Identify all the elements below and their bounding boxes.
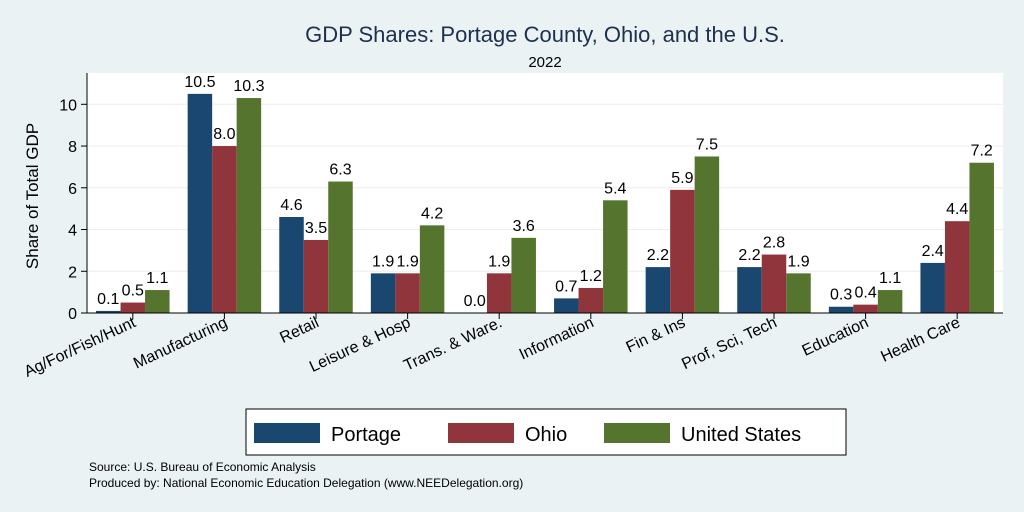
bar-portage: [645, 267, 671, 313]
bar-united-states: [145, 290, 170, 313]
bar-united-states: [419, 225, 445, 313]
data-label-portage: 2.2: [738, 247, 760, 264]
bar-portage: [828, 306, 854, 313]
legend: Portage Ohio United States: [245, 408, 847, 456]
data-label-portage: 2.2: [647, 247, 669, 264]
data-label-ohio: 1.9: [396, 253, 418, 270]
bar-ohio: [395, 273, 420, 313]
data-label-united-states: 3.6: [513, 218, 535, 235]
category-label: Retail: [277, 314, 321, 347]
bar-portage: [96, 310, 121, 313]
data-labels-group: 0.1 0.51.110.58.010.34.63.56.31.9 1.94.20.…: [97, 74, 993, 310]
category-label: Trans. & Ware.: [401, 314, 505, 374]
bar-ohio: [120, 302, 146, 313]
data-label-united-states: 1.1: [146, 270, 168, 287]
data-label-united-states: 4.2: [421, 205, 443, 222]
data-label-united-states: 7.5: [696, 136, 718, 153]
bar-portage: [554, 298, 579, 313]
y-tick-label: 6: [68, 181, 77, 198]
category-label: Education: [800, 314, 872, 359]
bar-ohio: [578, 287, 604, 313]
data-label-united-states: 1.9: [787, 253, 809, 270]
bar-ohio: [486, 273, 512, 313]
data-label-united-states: 6.3: [329, 162, 351, 179]
y-tick-label: 4: [68, 223, 77, 240]
legend-box: [245, 408, 847, 456]
bars-group: [96, 93, 994, 313]
chart-title: GDP Shares: Portage County, Ohio, and th…: [305, 22, 785, 47]
bar-portage: [370, 273, 396, 313]
y-tick-label: 8: [68, 139, 77, 156]
data-label-portage: 0.3: [830, 287, 852, 304]
data-label-ohio: 2.8: [763, 235, 785, 252]
data-label-portage: 10.5: [184, 74, 215, 91]
data-label-portage: 1.9: [372, 253, 394, 270]
y-axis: 0 2 4 6 8 10: [59, 73, 88, 323]
data-label-portage: 0.7: [555, 278, 577, 295]
y-axis-label: Share of Total GDP: [23, 123, 42, 269]
legend-swatch-ohio: [448, 423, 514, 443]
y-tick-label: 10: [59, 97, 77, 114]
data-label-united-states: 1.1: [879, 270, 901, 287]
bar-portage: [920, 262, 945, 313]
y-tick-label: 0: [68, 306, 77, 323]
bar-united-states: [236, 98, 262, 313]
category-label: Manufacturing: [131, 314, 230, 372]
bar-ohio: [761, 254, 787, 313]
data-label-ohio: 0.5: [122, 283, 144, 300]
data-label-ohio: 1.2: [580, 268, 602, 285]
data-label-ohio: 1.9: [488, 253, 510, 270]
bar-united-states: [511, 237, 536, 313]
bar-united-states: [969, 162, 994, 313]
legend-label-ohio: Ohio: [525, 424, 567, 446]
legend-swatch-portage: [254, 423, 320, 443]
bar-ohio: [212, 146, 237, 313]
data-label-ohio: 0.4: [854, 285, 876, 302]
bar-united-states: [694, 156, 720, 313]
bar-portage: [737, 267, 762, 313]
bar-united-states: [877, 290, 903, 313]
data-label-united-states: 10.3: [233, 78, 264, 95]
source-note: Source: U.S. Bureau of Economic Analysis: [89, 460, 316, 474]
legend-label-portage: Portage: [331, 424, 401, 446]
bar-united-states: [328, 181, 353, 313]
data-label-ohio: 8.0: [213, 126, 235, 143]
bar-portage: [279, 217, 304, 313]
data-label-united-states: 7.2: [971, 143, 993, 160]
bar-ohio: [670, 189, 695, 313]
legend-label-united-states: United States: [681, 424, 801, 446]
data-label-portage: 0.1: [97, 291, 119, 308]
data-label-portage: 2.4: [922, 243, 944, 260]
category-label: Fin & Ins: [624, 314, 688, 356]
category-label: Ag/For/Fish/Hunt: [22, 314, 139, 381]
data-label-portage: 0.0: [464, 293, 486, 310]
category-label: Prof, Sci, Tech: [679, 314, 779, 373]
bar-united-states: [603, 200, 628, 313]
category-label: Health Care: [878, 314, 963, 366]
data-label-ohio: 5.9: [671, 170, 693, 187]
produced-by-note: Produced by: National Economic Education…: [89, 476, 523, 490]
legend-swatch-united-states: [604, 423, 670, 443]
category-label: Information: [517, 314, 597, 363]
category-label: Leisure & Hosp: [307, 314, 413, 376]
chart-subtitle: 2022: [528, 54, 561, 71]
bar-united-states: [786, 273, 811, 313]
y-tick-label: 2: [68, 264, 77, 281]
data-label-ohio: 3.5: [305, 220, 327, 237]
bar-ohio: [853, 304, 878, 313]
bar-portage: [187, 93, 213, 313]
bar-ohio: [303, 239, 329, 313]
data-label-ohio: 4.4: [946, 201, 968, 218]
data-label-united-states: 5.4: [604, 180, 626, 197]
bar-ohio: [944, 221, 970, 313]
data-label-portage: 4.6: [280, 197, 302, 214]
